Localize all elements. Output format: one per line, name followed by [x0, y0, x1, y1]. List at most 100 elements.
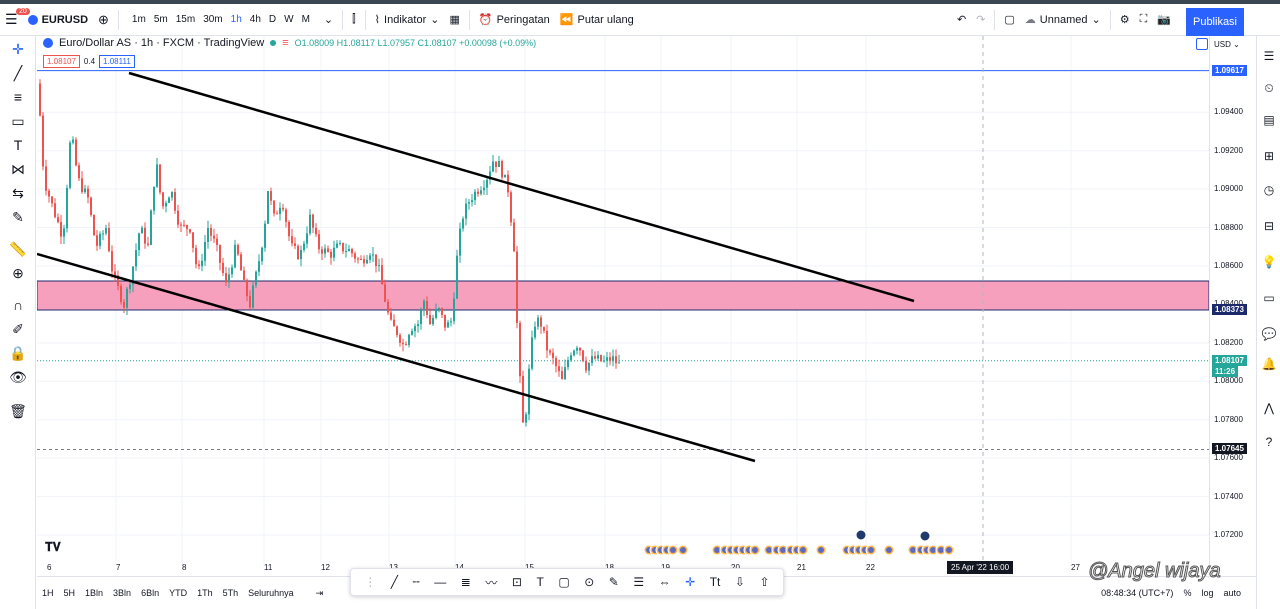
line-tool-icon[interactable]: ╱: [390, 575, 398, 589]
indicators-button[interactable]: ⌇ Indikator ⌄: [370, 4, 445, 35]
menu-button[interactable]: ☰ 20: [0, 4, 30, 35]
interval-30m[interactable]: 30m: [203, 14, 223, 25]
horizontal-ray-icon[interactable]: ╌: [412, 575, 420, 589]
symbol-search[interactable]: EURUSD: [23, 4, 93, 35]
circle-tool-icon[interactable]: ⊙: [584, 575, 595, 589]
undo-button[interactable]: ↶: [952, 4, 971, 35]
magnet-icon[interactable]: ∩: [12, 297, 24, 313]
trend-line-upper[interactable]: [128, 71, 915, 303]
compare-button[interactable]: ⊕: [93, 4, 114, 35]
price-axis[interactable]: USD ⌄ 1.09400 1.09200 1.09000 1.08800 1.0860…: [1209, 36, 1256, 566]
crosshair-icon[interactable]: ✛: [12, 40, 24, 57]
templates-button[interactable]: ▦: [444, 4, 464, 35]
text-tool-icon[interactable]: T: [536, 575, 544, 589]
rectangle-icon[interactable]: ▭: [11, 112, 25, 129]
interval-D[interactable]: D: [268, 14, 277, 25]
data-window-icon[interactable]: ▤: [1263, 113, 1275, 127]
notifications-icon[interactable]: 🔔: [1261, 357, 1277, 371]
economic-event-marker[interactable]: [919, 530, 931, 542]
fib-icon[interactable]: ≡: [13, 89, 23, 105]
zoom-icon[interactable]: ⊕: [12, 264, 24, 281]
interval-15m[interactable]: 15m: [175, 14, 196, 25]
horizontal-line-icon[interactable]: —: [434, 575, 447, 589]
layout-button[interactable]: ▢: [999, 4, 1019, 35]
parallel-channel-icon[interactable]: ≣: [460, 575, 471, 589]
fullscreen-button[interactable]: ⛶: [1135, 4, 1153, 35]
clock[interactable]: 08:48:34 (UTC+7): [1101, 588, 1174, 598]
range-tool-icon[interactable]: ⇔: [658, 575, 671, 589]
settings-button[interactable]: ⚙: [1115, 4, 1135, 35]
supply-zone[interactable]: [37, 280, 1209, 311]
sync-icon[interactable]: [1196, 38, 1208, 50]
trend-line-lower[interactable]: [37, 252, 756, 463]
arrow-up-icon[interactable]: ⇧: [759, 575, 770, 589]
lock-drawing-icon[interactable]: ✐: [12, 320, 24, 337]
hotlist-icon[interactable]: ⊞: [1263, 149, 1275, 163]
path-icon[interactable]: 〰: [485, 575, 498, 590]
fib-tool-icon[interactable]: ☰: [633, 575, 645, 589]
watchlist-icon[interactable]: ☰: [1263, 49, 1275, 63]
economic-event-marker[interactable]: [855, 529, 867, 541]
buy-price[interactable]: 1.08111: [99, 55, 135, 68]
range-ytd[interactable]: YTD: [169, 588, 188, 598]
chart-type-button[interactable]: ⫿: [347, 4, 361, 35]
interval-1h[interactable]: 1h: [230, 14, 242, 25]
sell-price[interactable]: 1.08107: [43, 55, 80, 68]
interval-M[interactable]: M: [301, 14, 310, 25]
interval-dropdown[interactable]: ⌄: [319, 4, 338, 35]
range-5th[interactable]: 5Th: [222, 588, 239, 598]
streams-icon[interactable]: ▭: [1263, 291, 1275, 305]
publish-button[interactable]: Publikasi: [1186, 8, 1244, 36]
calendar-icon[interactable]: ◷: [1263, 183, 1275, 197]
eye-icon[interactable]: 👁: [9, 368, 27, 385]
trend-line-icon[interactable]: ╱: [13, 64, 23, 81]
rectangle-tool-icon[interactable]: ⊡: [511, 575, 522, 589]
percent-toggle[interactable]: %: [1183, 588, 1192, 598]
interval-W[interactable]: W: [284, 14, 294, 25]
interval-4h[interactable]: 4h: [249, 14, 261, 25]
chart-pane[interactable]: Euro/Dollar AS · 1h · FXCM · TradingView…: [37, 36, 1209, 566]
candle-body: [435, 308, 437, 318]
alerts-button[interactable]: ⏰ Peringatan: [474, 4, 555, 35]
lightbulb-icon[interactable]: 💡: [1261, 255, 1277, 269]
currency-label[interactable]: USD ⌄: [1214, 40, 1240, 49]
pine-icon[interactable]: ⋀: [1264, 401, 1274, 415]
range-1th[interactable]: 1Th: [197, 588, 213, 598]
goto-date-button[interactable]: ⇥: [311, 588, 329, 599]
auto-toggle[interactable]: auto: [1223, 588, 1241, 598]
brush-icon[interactable]: ✎: [12, 208, 24, 225]
text-style-icon[interactable]: Tt: [709, 575, 721, 589]
brush-tool-icon[interactable]: ✎: [608, 575, 619, 589]
range-5h[interactable]: 5H: [63, 588, 76, 598]
pattern-icon[interactable]: ⋈: [11, 160, 25, 177]
text-icon[interactable]: T: [13, 137, 23, 153]
crosshair-tool-icon[interactable]: ✛: [685, 575, 696, 589]
price-chart[interactable]: [37, 36, 1209, 566]
hide-icon[interactable]: ≡: [282, 37, 289, 49]
price-tick: 1.08000: [1214, 376, 1243, 386]
interval-5m[interactable]: 5m: [153, 14, 168, 25]
log-toggle[interactable]: log: [1201, 588, 1214, 598]
ruler-icon[interactable]: 📏: [9, 240, 27, 257]
range-seluruhnya[interactable]: Seluruhnya: [248, 588, 294, 598]
help-icon[interactable]: ?: [1265, 435, 1273, 449]
alerts-list-icon[interactable]: ⏲: [1264, 80, 1274, 95]
callout-icon[interactable]: ▢: [558, 575, 570, 589]
range-3bln[interactable]: 3Bln: [113, 588, 132, 598]
prediction-icon[interactable]: ⇆: [12, 184, 24, 201]
ideas-icon[interactable]: ⊟: [1263, 219, 1275, 233]
drag-handle-icon[interactable]: ⋮: [364, 575, 377, 589]
redo-button[interactable]: ↷: [971, 4, 990, 35]
time-axis[interactable]: 6 7 8 11 12 13 14 15 18 19 20 21 22 27 25 Apr '22 16:0…: [37, 561, 1209, 576]
layout-name-button[interactable]: ☁ Unnamed ⌄: [1020, 4, 1106, 35]
range-1h[interactable]: 1H: [42, 588, 54, 598]
replay-button[interactable]: ⏪ Putar ulang: [555, 4, 639, 35]
chats-icon[interactable]: 💬: [1261, 327, 1277, 341]
arrow-down-icon[interactable]: ⇩: [734, 575, 745, 589]
interval-1m[interactable]: 1m: [131, 14, 146, 25]
range-6bln[interactable]: 6Bln: [141, 588, 160, 598]
range-1bln[interactable]: 1Bln: [85, 588, 104, 598]
lock-icon[interactable]: 🔒: [9, 344, 27, 361]
snapshot-button[interactable]: 📷: [1152, 4, 1176, 35]
trash-icon[interactable]: 🗑: [9, 402, 27, 419]
